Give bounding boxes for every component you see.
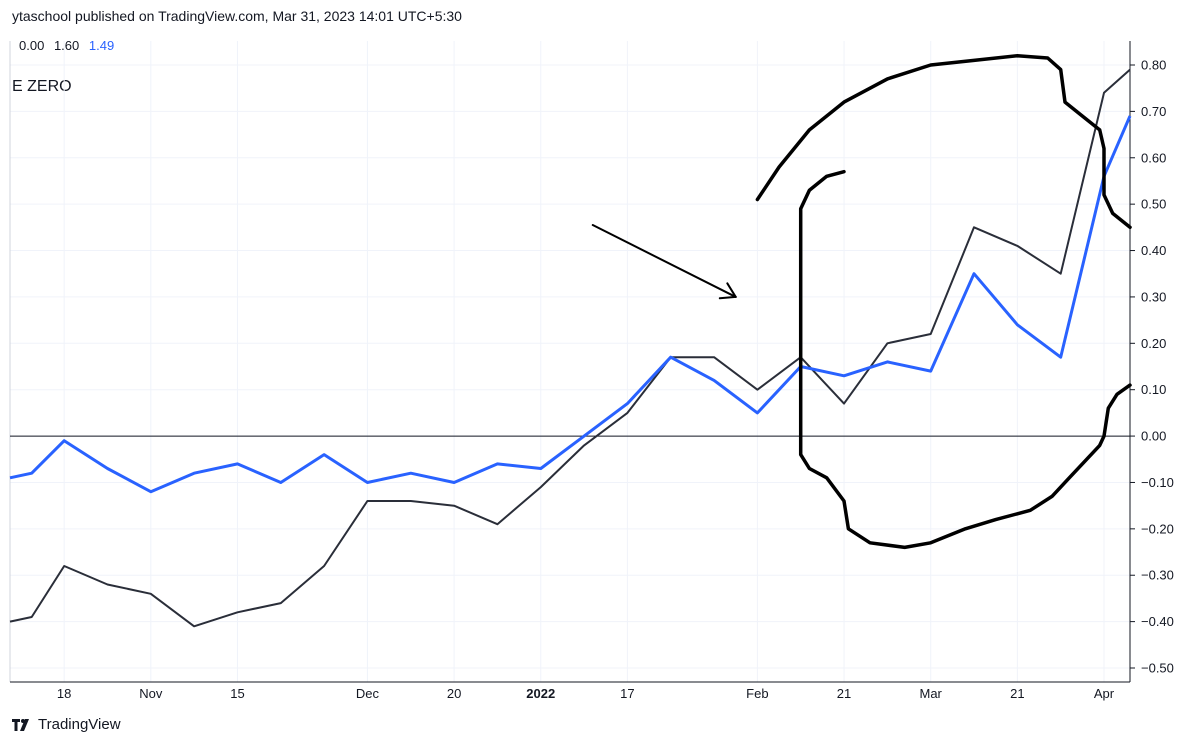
footer-brand: TradingView <box>38 716 121 733</box>
series-lines <box>9 68 1132 628</box>
arrow-head <box>718 295 737 300</box>
x-tick-label: Mar <box>920 686 943 701</box>
publisher-header: ytaschool published on TradingView.com, … <box>12 8 462 24</box>
freehand-annotation <box>798 169 1132 550</box>
x-tick-label: 18 <box>57 686 71 701</box>
y-tick-label: 0.80 <box>1141 58 1166 73</box>
y-tick-label: −0.50 <box>1141 661 1174 676</box>
y-tick-label: 0.60 <box>1141 150 1166 165</box>
y-tick-label: 0.20 <box>1141 336 1166 351</box>
y-axis-ticks: 0.80 0.70 0.60 0.50 0.40 0.30 0.20 0.10 0.00 −0.1… <box>1141 58 1174 676</box>
y-tick-label: −0.40 <box>1141 614 1174 629</box>
x-tick-label: 17 <box>620 686 634 701</box>
arrow-head <box>726 282 737 298</box>
legend-value-1: 0.00 <box>19 38 45 53</box>
tradingview-logo-icon <box>12 718 29 731</box>
y-tick-label: 0.10 <box>1141 382 1166 397</box>
y-tick-label: −0.30 <box>1141 568 1174 583</box>
freehand-annotation <box>755 53 1132 230</box>
y-tick-label: 0.00 <box>1141 429 1166 444</box>
x-tick-label: Nov <box>139 686 163 701</box>
arrow-annotation <box>591 224 737 298</box>
legend-value-3: 1.49 <box>88 38 115 53</box>
x-tick-label: 21 <box>837 686 851 701</box>
y-tick-label: −0.20 <box>1141 521 1174 536</box>
annotations <box>591 53 1132 550</box>
y-tick-label: −0.10 <box>1141 475 1174 490</box>
series-line <box>9 115 1132 494</box>
x-tick-label: Feb <box>746 686 768 701</box>
y-tick-label: 0.30 <box>1141 289 1166 304</box>
x-tick-label: 20 <box>447 686 461 701</box>
axes <box>9 41 1135 683</box>
series-line <box>9 68 1131 628</box>
x-tick-label: 2022 <box>526 686 555 701</box>
x-tick-label: 21 <box>1010 686 1024 701</box>
series-label: E ZERO <box>12 78 72 95</box>
y-tick-label: 0.70 <box>1141 104 1166 119</box>
x-tick-label: Dec <box>356 686 380 701</box>
x-tick-label: Apr <box>1094 686 1115 701</box>
legend-value-2: 1.60 <box>53 38 80 53</box>
y-tick-label: 0.50 <box>1141 197 1166 212</box>
legend-values: 0.00 1.60 1.49 <box>19 38 120 53</box>
x-axis-ticks: 18 Nov 15 Dec 20 2022 17 Feb 21 Mar 21 Apr <box>57 686 1115 701</box>
grid-lines <box>10 41 1130 682</box>
footer: TradingView <box>12 716 121 733</box>
x-tick-label: 15 <box>230 686 244 701</box>
y-tick-label: 0.40 <box>1141 243 1166 258</box>
